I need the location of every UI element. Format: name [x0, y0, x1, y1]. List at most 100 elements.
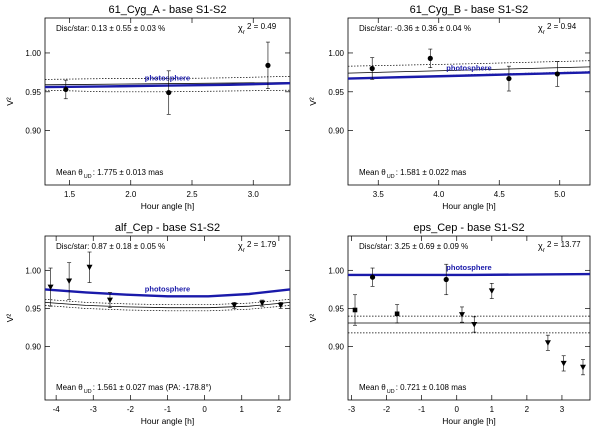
x-tick-label: 1: [240, 405, 245, 414]
diameter-prefix: Mean θ: [359, 168, 386, 177]
data-point: [506, 75, 512, 82]
plot-frame: [347, 17, 591, 186]
plot-frame: [44, 17, 291, 186]
data-point: [352, 307, 358, 313]
x-tick-label: -2: [127, 405, 135, 414]
photosphere-curve: [347, 71, 591, 80]
y-tick-label: 1.00: [25, 49, 41, 58]
disc-star-annotation: Disc/star: -0.36 ± 0.36 ± 0.04 %: [359, 24, 471, 33]
data-point: [259, 300, 266, 307]
diameter-value: : 1.775 ± 0.013 mas: [93, 168, 164, 177]
x-tick-label: -3: [90, 405, 98, 414]
fit-upper-bound: [44, 75, 291, 80]
x-tick-label: 4.0: [433, 190, 445, 199]
chi2-subscript: r: [543, 248, 545, 254]
chi2-subscript: r: [543, 30, 545, 36]
panel-3: alf_Cep - base S1-S2 -4 -3 -2 -1 0 1 2 0.90 0.95 1…: [5, 222, 291, 426]
panel-title: 61_Cyg_B - base S1-S2: [410, 4, 529, 16]
photosphere-curve: [44, 82, 291, 89]
data-point: [369, 65, 375, 72]
panel-2: 61_Cyg_B - base S1-S2 3.5 4.0 4.5 5.0 0.90 0.9…: [308, 4, 591, 211]
chi2-value: 2 = 13.77: [547, 240, 581, 249]
y-axis-label: V²: [308, 314, 318, 323]
y-tick-label: 0.90: [328, 343, 344, 352]
chi2-symbol: χ: [238, 241, 243, 251]
data-point: [166, 89, 172, 96]
data-point: [579, 364, 586, 371]
y-axis-label: V²: [308, 97, 318, 106]
data-point: [427, 55, 433, 61]
data-point: [63, 86, 69, 93]
data-point: [544, 340, 551, 346]
data-point: [369, 274, 376, 280]
x-tick-label: 1: [490, 405, 495, 414]
panel-title: eps_Cep - base S1-S2: [413, 222, 524, 234]
x-tick-label: 1.5: [64, 190, 76, 199]
disc-star-annotation: Disc/star: 3.25 ± 0.69 ± 0.09 %: [359, 242, 468, 251]
diameter-value: : 1.561 ± 0.027 mas (PA: -178.8°): [93, 383, 212, 392]
chi2-value: 2 = 0.94: [547, 22, 577, 31]
fit-line: [44, 82, 291, 86]
y-tick-label: 0.90: [25, 127, 41, 136]
data-point: [86, 264, 93, 271]
x-tick-label: 0: [454, 405, 459, 414]
y-tick-label: 1.00: [328, 266, 344, 275]
y-tick-label: 0.95: [328, 88, 344, 97]
chi2-value: 2 = 1.79: [247, 240, 277, 249]
x-tick-label: -2: [383, 405, 391, 414]
data-point: [47, 284, 54, 291]
panel-title: 61_Cyg_A - base S1-S2: [108, 4, 226, 16]
data-point: [443, 276, 449, 283]
x-axis-label: Hour angle [h]: [442, 201, 495, 211]
diameter-prefix: Mean θ: [359, 383, 386, 392]
data-point: [66, 278, 73, 285]
photosphere-label: photosphere: [145, 74, 190, 83]
x-tick-label: -1: [418, 405, 426, 414]
x-tick-label: 4.5: [494, 190, 506, 199]
y-tick-label: 0.90: [25, 343, 41, 352]
panel-1: 61_Cyg_A - base S1-S2 1.5 2.0 2.5 3.0 0.90 0.9…: [5, 4, 291, 211]
x-tick-label: 3: [560, 405, 565, 414]
data-point: [265, 62, 271, 68]
chi2-value: 2 = 0.49: [247, 22, 277, 31]
x-tick-label: 5.0: [554, 190, 566, 199]
x-tick-label: -4: [53, 405, 61, 414]
diameter-subscript: UD: [387, 389, 395, 395]
diameter-prefix: Mean θ: [56, 383, 83, 392]
diameter-subscript: UD: [84, 389, 92, 395]
chi2-symbol: χ: [238, 23, 243, 33]
x-axis-label: Hour angle [h]: [442, 416, 495, 426]
y-tick-label: 1.00: [328, 49, 344, 58]
x-tick-label: 2: [277, 405, 282, 414]
y-tick-label: 0.95: [25, 88, 41, 97]
y-tick-label: 1.00: [25, 266, 41, 275]
diameter-subscript: UD: [84, 174, 92, 180]
y-axis-label: V²: [5, 314, 15, 323]
data-point: [231, 302, 238, 309]
y-axis-label: V²: [5, 97, 15, 106]
disc-star-annotation: Disc/star: 0.13 ± 0.55 ± 0.03 %: [56, 24, 165, 33]
fit-lower-bound: [44, 305, 291, 312]
chi2-symbol: χ: [538, 23, 543, 33]
chi2-subscript: r: [243, 30, 245, 36]
x-axis-label: Hour angle [h]: [141, 201, 194, 211]
fit-lower-bound: [44, 89, 291, 93]
panel-4: eps_Cep - base S1-S2 -3 -2 -1 0 1 2 3 0.90 0.95 1.…: [308, 222, 591, 426]
data-point: [471, 321, 478, 328]
diameter-prefix: Mean θ: [56, 168, 83, 177]
data-point: [458, 312, 465, 318]
data-point: [106, 297, 113, 304]
x-tick-label: 3.0: [248, 190, 260, 199]
x-tick-label: 3.5: [373, 190, 385, 199]
plot-frame: [347, 235, 591, 401]
chi2-subscript: r: [243, 248, 245, 254]
data-point: [277, 302, 284, 309]
fit-line: [347, 66, 591, 74]
y-tick-label: 0.90: [328, 127, 344, 136]
data-point: [554, 71, 560, 77]
y-tick-label: 0.95: [328, 304, 344, 313]
photosphere-label: photosphere: [446, 63, 491, 72]
fit-upper-bound: [44, 298, 291, 306]
chi2-symbol: χ: [538, 241, 543, 251]
